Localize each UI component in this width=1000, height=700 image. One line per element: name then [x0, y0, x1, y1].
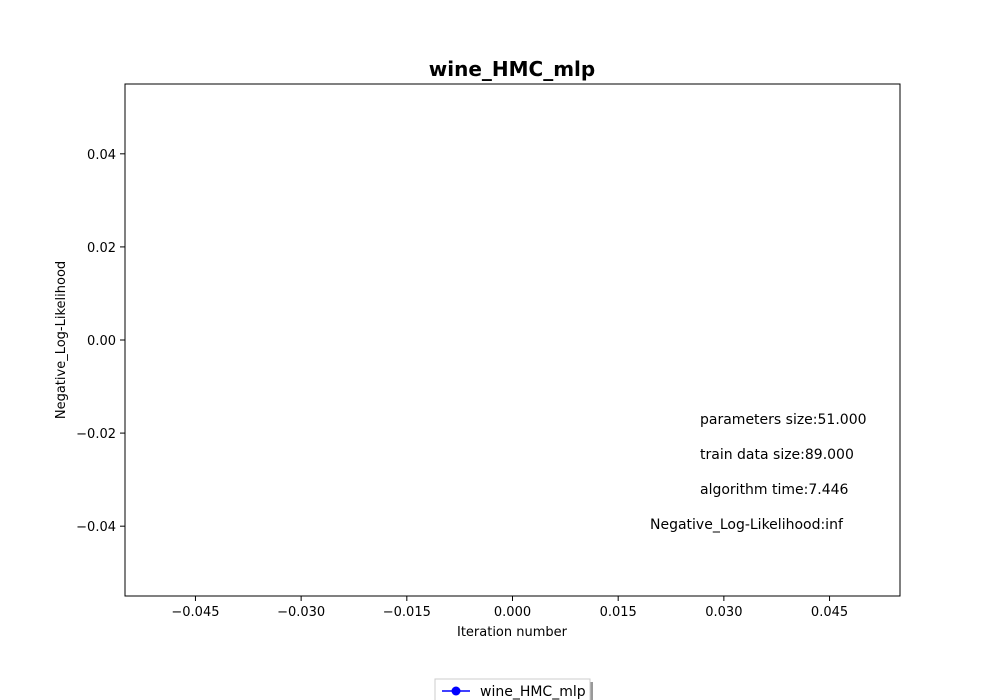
annotation-negative-log-likelihood: Negative_Log-Likelihood:inf — [650, 517, 844, 533]
y-tick-label: −0.04 — [76, 520, 116, 535]
x-axis-ticks: −0.045 −0.030 −0.015 0.000 0.015 0.030 0.045 — [171, 596, 848, 620]
x-tick-label: −0.030 — [277, 605, 325, 620]
annotation-parameters-size: parameters size:51.000 — [700, 412, 867, 428]
y-tick-label: 0.00 — [87, 334, 116, 349]
x-tick-label: 0.045 — [811, 605, 848, 620]
legend-label: wine_HMC_mlp — [480, 684, 586, 700]
legend: wine_HMC_mlp — [434, 678, 593, 700]
x-tick-label: 0.015 — [600, 605, 637, 620]
x-tick-label: 0.000 — [494, 605, 531, 620]
legend-marker-icon — [451, 686, 461, 696]
x-tick-label: −0.015 — [383, 605, 431, 620]
y-tick-label: −0.02 — [76, 427, 116, 442]
x-axis-label: Iteration number — [457, 625, 568, 640]
y-axis-label: Negative_Log-Likelihood — [54, 261, 69, 419]
y-tick-label: 0.04 — [87, 148, 116, 163]
x-tick-label: 0.030 — [705, 605, 742, 620]
x-tick-label: −0.045 — [171, 605, 219, 620]
y-axis-ticks: 0.04 0.02 0.00 −0.02 −0.04 — [76, 148, 125, 535]
legend-box — [434, 678, 591, 700]
y-tick-label: 0.02 — [87, 241, 116, 256]
chart-title: wine_HMC_mlp — [429, 57, 595, 81]
annotation-train-data-size: train data size:89.000 — [700, 447, 854, 463]
annotation-algorithm-time: algorithm time:7.446 — [700, 482, 849, 498]
